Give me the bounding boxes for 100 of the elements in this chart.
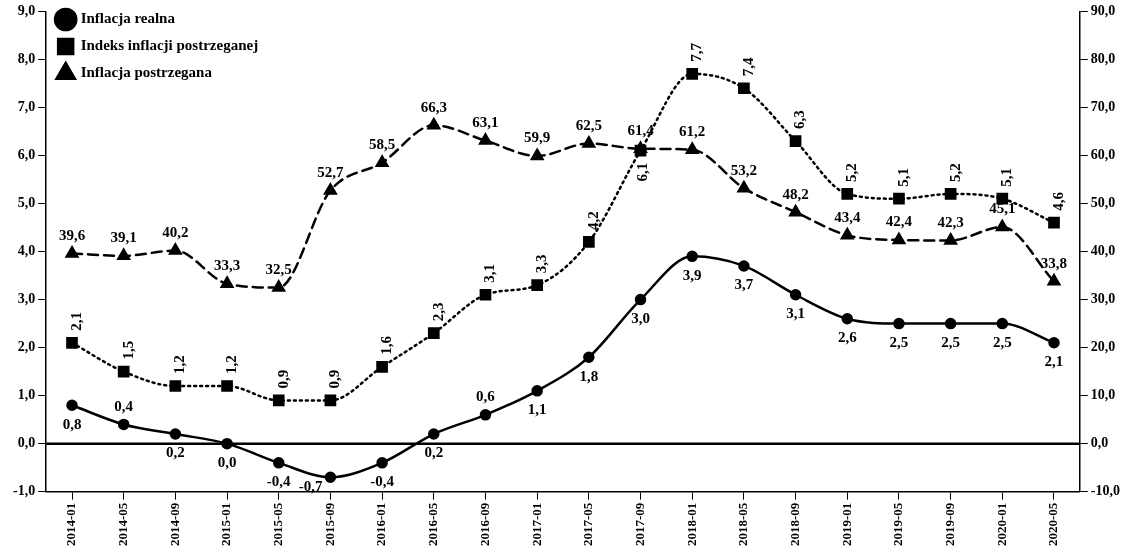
y-tick-label: -1,0 bbox=[12, 483, 36, 499]
data-label: 0,0 bbox=[217, 454, 237, 471]
data-label: 0,2 bbox=[424, 444, 444, 461]
point bbox=[479, 133, 492, 145]
point bbox=[66, 336, 78, 349]
point bbox=[272, 280, 286, 292]
point bbox=[1048, 216, 1060, 229]
x-tick-label: 2019-01 bbox=[838, 502, 854, 547]
data-label: 0,4 bbox=[114, 397, 134, 414]
data-label: 3,1 bbox=[481, 264, 498, 283]
data-label: 61,4 bbox=[627, 122, 655, 139]
data-label: 3,0 bbox=[631, 309, 650, 326]
point bbox=[893, 192, 905, 205]
data-label: -0,4 bbox=[370, 473, 395, 490]
y-tick-label: 2,0 bbox=[17, 339, 36, 355]
data-label: 1,6 bbox=[377, 335, 394, 355]
point bbox=[1048, 337, 1060, 349]
point bbox=[530, 148, 544, 161]
data-label: 0,9 bbox=[326, 369, 343, 389]
data-label: 39,6 bbox=[58, 226, 86, 243]
point bbox=[323, 183, 337, 195]
point bbox=[221, 380, 233, 392]
point bbox=[893, 317, 905, 330]
point bbox=[531, 279, 543, 291]
data-label: 5,2 bbox=[843, 163, 860, 182]
data-label: 33,3 bbox=[213, 257, 241, 274]
x-tick-label: 2016-01 bbox=[373, 502, 389, 547]
data-label: 63,1 bbox=[472, 113, 499, 130]
x-tick-label: 2020-05 bbox=[1045, 502, 1061, 547]
data-label: -0,7 bbox=[298, 477, 323, 494]
legend-label: Inflacja postrzegana bbox=[80, 64, 213, 81]
point bbox=[738, 260, 750, 272]
y2-tick-label: 30,0 bbox=[1090, 291, 1116, 307]
x-tick-label: 2019-05 bbox=[890, 502, 906, 547]
point bbox=[169, 428, 182, 440]
data-label: 5,1 bbox=[894, 167, 911, 187]
point bbox=[944, 233, 958, 245]
data-label: 32,5 bbox=[265, 260, 292, 277]
y2-tick-label: 70,0 bbox=[1090, 99, 1116, 115]
data-label: 1,2 bbox=[171, 355, 188, 375]
point bbox=[324, 471, 337, 484]
data-label: 42,4 bbox=[885, 213, 913, 230]
point bbox=[789, 135, 802, 147]
data-label: 53,2 bbox=[730, 161, 758, 178]
point bbox=[427, 117, 441, 130]
x-tick-label: 2018-09 bbox=[786, 502, 802, 547]
y-tick-label: 4,0 bbox=[17, 243, 36, 259]
data-label: 6,3 bbox=[791, 110, 808, 130]
x-tick-label: 2019-09 bbox=[941, 502, 957, 547]
point bbox=[272, 394, 285, 407]
y2-tick-label: 10,0 bbox=[1090, 387, 1116, 403]
point bbox=[996, 317, 1009, 330]
y-tick-label: 1,0 bbox=[17, 387, 36, 403]
point bbox=[324, 394, 337, 407]
data-label: 2,1 bbox=[1044, 353, 1064, 370]
point bbox=[840, 227, 854, 240]
y2-tick-label: -10,0 bbox=[1090, 483, 1121, 499]
y-tick-label: 9,0 bbox=[17, 3, 36, 19]
data-label: 0,9 bbox=[274, 369, 291, 389]
point bbox=[583, 236, 595, 248]
y-tick-label: 3,0 bbox=[17, 291, 36, 307]
x-tick-label: 2015-01 bbox=[218, 502, 234, 547]
data-label: 66,3 bbox=[420, 98, 447, 115]
x-tick-label: 2014-01 bbox=[63, 502, 79, 547]
data-label: 2,5 bbox=[941, 333, 960, 350]
y2-tick-label: 90,0 bbox=[1090, 3, 1116, 19]
data-label: 6,1 bbox=[634, 162, 651, 182]
data-label: 3,3 bbox=[533, 254, 550, 274]
point bbox=[168, 243, 182, 255]
data-label: -0,4 bbox=[266, 473, 292, 490]
data-label: 39,1 bbox=[110, 229, 137, 246]
data-label: 4,2 bbox=[584, 211, 601, 230]
point bbox=[944, 188, 957, 200]
data-label: 7,7 bbox=[688, 42, 705, 62]
x-tick-label: 2014-09 bbox=[166, 502, 182, 547]
x-tick-label: 2014-05 bbox=[115, 502, 131, 547]
data-label: 1,2 bbox=[222, 355, 239, 375]
point bbox=[789, 204, 803, 217]
data-label: 1,8 bbox=[579, 367, 599, 384]
data-label: 2,1 bbox=[67, 312, 84, 331]
x-tick-label: 2017-09 bbox=[631, 502, 647, 547]
data-label: 33,8 bbox=[1040, 254, 1068, 271]
point bbox=[221, 437, 233, 450]
y2-tick-label: 40,0 bbox=[1090, 243, 1116, 259]
point bbox=[634, 293, 647, 306]
data-label: 7,4 bbox=[739, 56, 756, 77]
data-label: 59,9 bbox=[524, 129, 551, 146]
y2-tick-label: 20,0 bbox=[1090, 339, 1116, 355]
point bbox=[272, 457, 285, 469]
point bbox=[375, 155, 389, 167]
y-tick-label: 7,0 bbox=[17, 99, 36, 115]
point bbox=[169, 380, 182, 392]
data-label: 4,6 bbox=[1049, 191, 1066, 211]
legend-label: Indeks inflacji postrzeganej bbox=[80, 37, 259, 54]
data-label: 2,5 bbox=[889, 333, 909, 350]
point bbox=[220, 276, 234, 288]
data-label: 43,4 bbox=[834, 208, 861, 225]
data-label: 0,2 bbox=[166, 444, 185, 461]
data-label: 58,5 bbox=[368, 136, 396, 153]
x-tick-label: 2016-09 bbox=[476, 502, 492, 547]
